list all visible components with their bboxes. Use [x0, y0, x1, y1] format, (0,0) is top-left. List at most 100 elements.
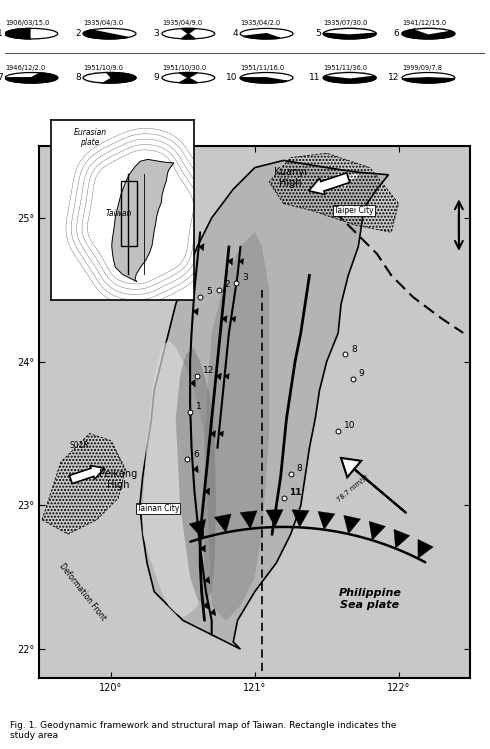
Polygon shape [214, 514, 231, 533]
Polygon shape [176, 348, 216, 606]
Text: 10: 10 [226, 73, 238, 82]
Text: 5: 5 [206, 287, 212, 296]
Text: Philippine
Sea plate: Philippine Sea plate [339, 588, 401, 610]
Text: 12: 12 [203, 366, 215, 375]
Text: Fig. 1. Geodynamic framework and structural map of Taiwan. Rectangle indicates t: Fig. 1. Geodynamic framework and structu… [10, 721, 396, 740]
Wedge shape [181, 28, 195, 34]
FancyArrow shape [341, 458, 406, 512]
Text: 9: 9 [154, 73, 160, 82]
Text: 1906/03/15.0: 1906/03/15.0 [5, 20, 49, 26]
Polygon shape [193, 466, 198, 473]
Text: 4: 4 [232, 29, 238, 38]
Text: 8: 8 [296, 464, 302, 473]
Text: 1935/04/2.0: 1935/04/2.0 [240, 20, 280, 26]
Text: 6: 6 [193, 449, 199, 458]
Text: 12: 12 [388, 73, 400, 82]
Text: 1951/11/36.0: 1951/11/36.0 [323, 64, 368, 70]
Wedge shape [179, 78, 197, 83]
Text: 3: 3 [154, 29, 160, 38]
Polygon shape [193, 308, 198, 315]
Text: 1935/07/30.0: 1935/07/30.0 [323, 20, 368, 26]
Text: 11: 11 [289, 488, 302, 497]
Polygon shape [219, 431, 223, 437]
Wedge shape [402, 28, 455, 39]
Polygon shape [199, 530, 204, 537]
Circle shape [323, 28, 376, 39]
Wedge shape [415, 28, 449, 34]
Polygon shape [210, 431, 216, 437]
Text: 7: 7 [0, 73, 2, 82]
Wedge shape [31, 28, 58, 34]
Polygon shape [240, 511, 257, 529]
Polygon shape [222, 315, 227, 323]
Polygon shape [369, 521, 386, 540]
Text: 11: 11 [309, 73, 321, 82]
Circle shape [83, 28, 136, 39]
Text: Eurasian
plate: Eurasian plate [74, 127, 107, 147]
Text: 1: 1 [196, 402, 201, 411]
Polygon shape [204, 232, 269, 620]
Wedge shape [327, 73, 372, 78]
Text: 2: 2 [224, 280, 230, 289]
FancyArrow shape [70, 465, 105, 484]
Text: 1941/12/15.0: 1941/12/15.0 [402, 20, 446, 26]
Bar [121, 181, 137, 246]
Wedge shape [181, 34, 195, 39]
Circle shape [240, 73, 293, 83]
Polygon shape [343, 515, 361, 534]
Text: 1946/12/2.0: 1946/12/2.0 [5, 64, 45, 70]
Text: 78.7 mm/yr: 78.7 mm/yr [336, 473, 369, 503]
Circle shape [162, 28, 215, 39]
Text: 9: 9 [358, 369, 364, 378]
FancyArrow shape [309, 173, 350, 195]
Text: 1: 1 [0, 29, 2, 38]
Circle shape [240, 28, 293, 39]
Text: 1935/04/3.0: 1935/04/3.0 [83, 20, 123, 26]
Wedge shape [179, 73, 197, 78]
Wedge shape [325, 28, 374, 34]
Wedge shape [402, 78, 454, 83]
Wedge shape [244, 34, 280, 39]
Polygon shape [418, 539, 433, 559]
Text: Taipei City: Taipei City [334, 206, 373, 215]
Polygon shape [112, 160, 174, 282]
Text: 1935/04/9.0: 1935/04/9.0 [162, 20, 202, 26]
Wedge shape [323, 28, 376, 39]
Text: 6: 6 [394, 29, 400, 38]
Polygon shape [203, 602, 208, 609]
Wedge shape [31, 34, 58, 39]
Text: S01R: S01R [70, 440, 89, 449]
Wedge shape [5, 78, 58, 83]
Wedge shape [323, 73, 376, 83]
Text: 1999/09/7.8: 1999/09/7.8 [402, 64, 442, 70]
Polygon shape [200, 545, 205, 552]
Circle shape [323, 73, 376, 83]
Polygon shape [292, 509, 309, 527]
Polygon shape [190, 380, 195, 386]
Circle shape [402, 73, 455, 83]
Polygon shape [231, 316, 236, 322]
Polygon shape [204, 577, 210, 583]
Wedge shape [83, 73, 136, 83]
Polygon shape [224, 374, 229, 380]
Polygon shape [318, 512, 335, 530]
Text: 3: 3 [242, 273, 247, 282]
Polygon shape [227, 258, 233, 265]
Polygon shape [199, 243, 204, 251]
Polygon shape [216, 373, 221, 380]
Circle shape [83, 73, 136, 83]
Text: 1951/10/9.0: 1951/10/9.0 [83, 64, 123, 70]
Text: 8: 8 [351, 345, 357, 354]
Text: 1951/10/30.0: 1951/10/30.0 [162, 64, 206, 70]
Wedge shape [83, 73, 110, 82]
Text: 10: 10 [344, 421, 355, 430]
Polygon shape [266, 509, 283, 527]
Wedge shape [83, 30, 128, 39]
Text: 5: 5 [315, 29, 321, 38]
Polygon shape [394, 530, 410, 548]
Polygon shape [210, 609, 216, 616]
Circle shape [402, 28, 455, 39]
Text: Kuanyi
High: Kuanyi High [274, 167, 307, 189]
Text: Deformation Front: Deformation Front [57, 561, 107, 622]
Polygon shape [140, 160, 389, 649]
